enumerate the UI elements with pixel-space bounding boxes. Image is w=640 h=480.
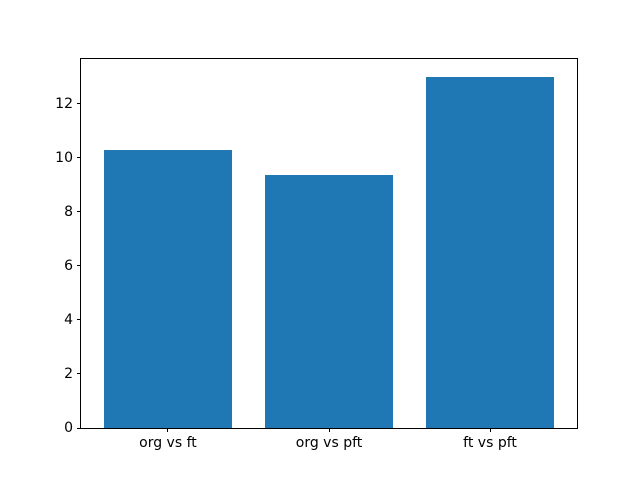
x-tick-mark [167,429,169,432]
y-tick-mark [77,427,80,429]
x-tick-label: org vs pft [295,435,363,451]
y-tick-label: 0 [64,420,73,436]
y-tick-label: 4 [64,311,73,328]
x-tick-label: org vs ft [139,435,197,451]
y-tick-label: 2 [64,365,73,382]
y-tick-label: 12 [55,95,73,112]
y-tick-label: 6 [64,257,73,274]
y-tick-mark [77,373,80,375]
plot-area: 0 2 4 6 8 10 12 org vs ft org vs pft ft vs pft [55,58,578,451]
y-tick-mark [77,265,80,267]
bar-org-vs-ft [103,149,233,428]
bar-ft-vs-pft [425,76,555,428]
y-tick-mark [77,319,80,321]
y-tick-label: 10 [55,149,73,166]
x-tick-mark [489,429,491,432]
y-tick-label: 8 [64,203,73,220]
y-tick-mark [77,103,80,105]
x-tick-mark [328,429,330,432]
bar-org-vs-pft [264,175,394,428]
x-tick-label: ft vs pft [463,435,517,451]
y-tick-mark [77,211,80,213]
y-tick-mark [77,157,80,159]
